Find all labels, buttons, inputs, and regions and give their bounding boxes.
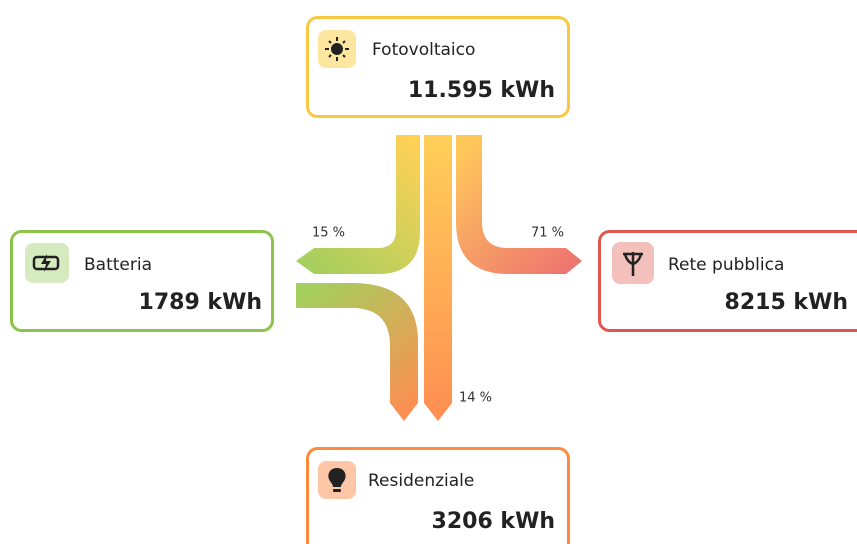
node-label: Rete pubblica (668, 255, 784, 275)
flow-pv-home (424, 135, 452, 421)
node-label: Fotovoltaico (372, 40, 475, 60)
pylon-icon (623, 252, 643, 276)
flow-label: 71 % (531, 226, 564, 241)
node-value: 8215 kWh (725, 290, 848, 315)
node-value: 3206 kWh (432, 509, 555, 534)
node-label: Batteria (84, 255, 152, 275)
node-box (10, 230, 274, 332)
flow-pv-battery (296, 135, 420, 274)
node-box (306, 447, 570, 544)
node-box (306, 16, 570, 118)
flow-battery-home (296, 283, 418, 421)
flow-label: 15 % (312, 226, 345, 241)
flow-label: 14 % (459, 391, 492, 406)
node-value: 1789 kWh (139, 290, 262, 315)
bulb-icon (328, 468, 346, 492)
flow-pv-grid (456, 135, 582, 274)
battery-icon (32, 254, 60, 272)
node-box (598, 230, 857, 332)
node-value: 11.595 kWh (408, 78, 555, 103)
sun-icon (325, 37, 349, 61)
node-label: Residenziale (368, 471, 474, 491)
